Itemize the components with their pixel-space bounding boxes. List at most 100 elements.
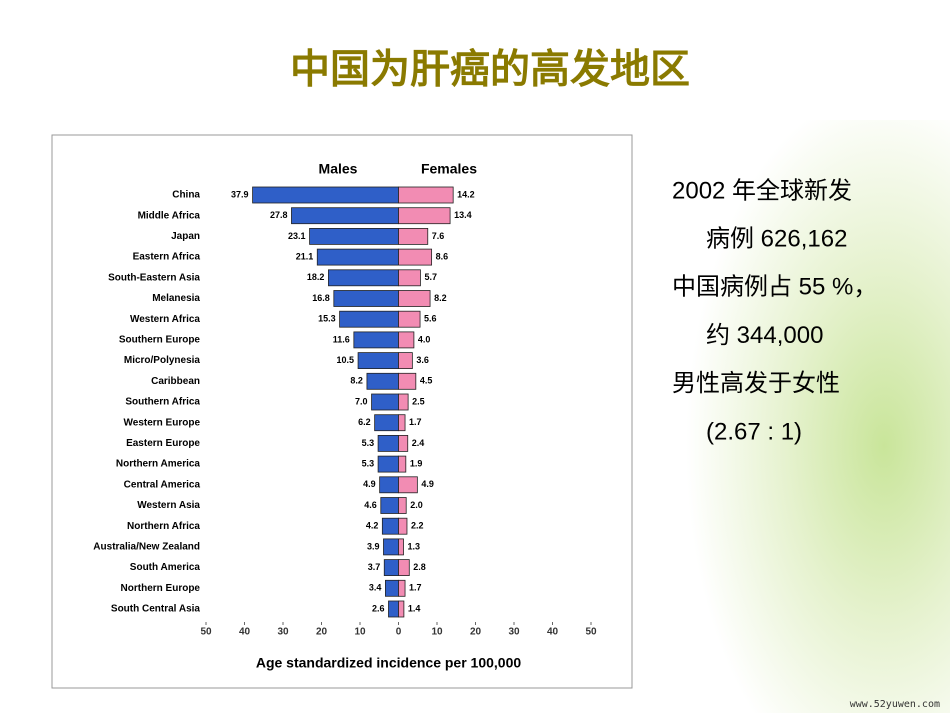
value-label: 1.3: [408, 541, 421, 551]
watermark: www.52yuwen.com: [850, 699, 940, 710]
bar: [398, 434, 409, 452]
value-label: 2.4: [412, 438, 425, 448]
value-label: 4.9: [363, 479, 376, 489]
bar: [381, 517, 399, 535]
plant-photo: [620, 120, 950, 713]
bar: [398, 393, 409, 411]
value-label: 4.9: [421, 479, 434, 489]
x-tick-label: 20: [470, 627, 482, 638]
value-label: 6.2: [358, 417, 371, 427]
bar: [398, 372, 417, 390]
bar: [398, 186, 454, 204]
category-label: Japan: [171, 231, 200, 242]
x-tick-label: 50: [200, 627, 212, 638]
x-tick-label: 40: [239, 627, 251, 638]
value-label: 21.1: [296, 251, 314, 261]
bar: [398, 414, 406, 432]
bar: [357, 352, 399, 370]
bar: [339, 310, 399, 328]
note-line: 中国病例占 55 %，: [672, 274, 877, 301]
x-axis-title: Age standardized incidence per 100,000: [256, 655, 522, 671]
value-label: 16.8: [312, 293, 330, 303]
value-label: 8.2: [350, 376, 363, 386]
bar: [309, 227, 399, 245]
category-label: Melanesia: [152, 293, 200, 304]
bar: [353, 331, 399, 349]
value-label: 2.2: [411, 521, 424, 531]
bar: [388, 600, 399, 618]
note-line: 2002 年全球新发: [672, 177, 852, 204]
category-label: Middle Africa: [138, 210, 201, 221]
category-label: Australia/New Zealand: [93, 542, 200, 553]
value-label: 3.7: [368, 562, 381, 572]
category-label: Central America: [124, 479, 201, 490]
bar: [398, 497, 407, 514]
bar: [398, 579, 406, 597]
bar: [316, 248, 399, 266]
category-label: Western Africa: [130, 314, 200, 325]
bar: [398, 559, 410, 576]
bar: [252, 186, 399, 204]
bar: [398, 538, 404, 556]
value-label: 13.4: [454, 210, 472, 220]
bar: [380, 497, 399, 514]
category-label: Micro/Polynesia: [124, 355, 201, 366]
bar: [398, 310, 421, 328]
value-label: 3.6: [416, 355, 429, 365]
value-label: 8.6: [436, 251, 449, 261]
bar: [366, 372, 399, 390]
value-label: 7.6: [432, 231, 445, 241]
value-label: 4.0: [418, 334, 431, 344]
value-label: 23.1: [288, 231, 306, 241]
slide-title: 中国为肝癌的高发地区: [290, 48, 690, 92]
category-label: South-Eastern Asia: [108, 272, 200, 283]
x-tick-label: 20: [316, 627, 328, 638]
category-label: Eastern Europe: [126, 438, 200, 449]
note-line: 男性高发于女性: [672, 370, 840, 397]
bar: [371, 393, 399, 411]
value-label: 5.3: [362, 438, 375, 448]
bar: [374, 414, 399, 432]
bar: [379, 476, 399, 494]
bar: [398, 227, 429, 245]
bar: [291, 207, 399, 225]
bar: [377, 434, 399, 452]
value-label: 4.2: [366, 521, 379, 531]
value-label: 4.5: [420, 376, 433, 386]
note-line: 病例 626,162: [706, 226, 847, 253]
category-label: Southern Africa: [125, 397, 200, 408]
x-tick-label: 30: [277, 627, 289, 638]
value-label: 4.6: [364, 500, 377, 510]
legend-label: Females: [421, 161, 477, 177]
value-label: 3.9: [367, 541, 380, 551]
value-label: 27.8: [270, 210, 288, 220]
x-tick-label: 0: [396, 627, 402, 638]
bar: [328, 269, 399, 287]
value-label: 1.7: [409, 417, 422, 427]
x-tick-label: 10: [431, 627, 443, 638]
category-label: Southern Europe: [119, 335, 201, 346]
category-label: Northern America: [116, 459, 201, 470]
bar: [398, 331, 415, 349]
value-label: 14.2: [457, 189, 475, 199]
legend-label: Males: [319, 161, 358, 177]
value-label: 2.6: [372, 603, 385, 613]
bar: [398, 517, 408, 535]
value-label: 5.7: [424, 272, 437, 282]
x-tick-label: 40: [547, 627, 559, 638]
bar: [333, 290, 399, 307]
value-label: 2.8: [413, 562, 426, 572]
value-label: 18.2: [307, 272, 325, 282]
value-label: 15.3: [318, 314, 336, 324]
category-label: Northern Africa: [127, 521, 200, 532]
bar: [398, 476, 418, 494]
bar: [398, 600, 405, 618]
value-label: 3.4: [369, 583, 382, 593]
value-label: 1.9: [410, 458, 423, 468]
bar: [377, 455, 399, 473]
category-label: Caribbean: [151, 376, 200, 387]
value-label: 2.0: [410, 500, 423, 510]
value-label: 11.6: [333, 334, 350, 344]
value-label: 37.9: [231, 189, 249, 199]
